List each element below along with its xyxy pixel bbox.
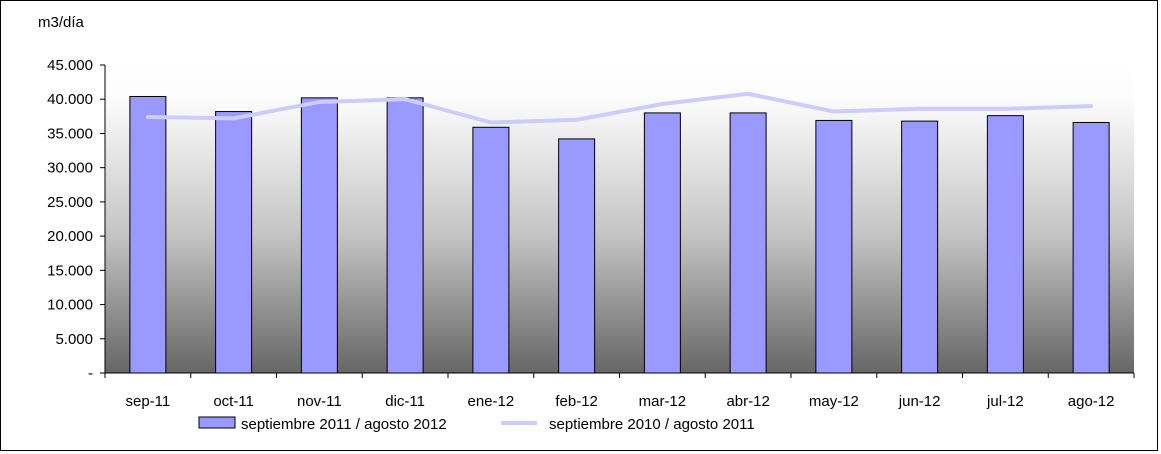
x-tick-label: feb-12 xyxy=(555,393,598,410)
legend: septiembre 2011 / agosto 2012 septiembre … xyxy=(198,416,755,433)
x-tick-label: jun-12 xyxy=(898,393,941,410)
legend-swatch-bars xyxy=(198,416,236,429)
x-axis: sep-11 oct-11 nov-11 dic-11 ene-12 feb-12 mar-… xyxy=(104,372,1135,410)
bar xyxy=(729,112,767,374)
y-tick-label: 40.000 xyxy=(47,91,93,108)
x-tick-label: mar-12 xyxy=(639,393,687,410)
bar xyxy=(815,119,853,374)
plot-area xyxy=(105,65,1134,373)
bar-series xyxy=(129,95,1110,374)
y-tick-label: - xyxy=(88,365,93,382)
bar xyxy=(558,138,596,374)
bar xyxy=(386,97,424,374)
x-tick-label: may-12 xyxy=(809,393,859,410)
bar xyxy=(986,115,1024,374)
y-axis: - 5.000 10.000 15.000 20.000 25.000 30.000 35.0… xyxy=(47,57,106,382)
x-tick-label: dic-11 xyxy=(385,393,425,410)
x-tick-label: nov-11 xyxy=(297,393,342,410)
bar xyxy=(300,97,338,374)
bar xyxy=(215,111,253,374)
y-tick-label: 15.000 xyxy=(47,262,93,279)
y-axis-title: m3/día xyxy=(38,14,85,31)
legend-label-bars: septiembre 2011 / agosto 2012 xyxy=(241,416,447,433)
x-tick-label: abr-12 xyxy=(726,393,769,410)
bar xyxy=(129,95,167,374)
y-tick-label: 30.000 xyxy=(47,160,93,177)
y-tick-label: 5.000 xyxy=(55,331,93,348)
x-tick-label: ago-12 xyxy=(1068,393,1115,410)
bar xyxy=(472,126,510,374)
x-tick-label: ene-12 xyxy=(468,393,515,410)
y-tick-label: 45.000 xyxy=(47,57,93,74)
y-tick-label: 20.000 xyxy=(47,228,93,245)
x-tick-label: oct-11 xyxy=(213,393,254,410)
bar xyxy=(1072,121,1110,374)
y-tick-label: 10.000 xyxy=(47,297,93,314)
bar xyxy=(643,112,681,374)
bar xyxy=(901,120,939,374)
x-tick-label: sep-11 xyxy=(125,393,170,410)
y-tick-label: 25.000 xyxy=(47,194,93,211)
legend-label-line: septiembre 2010 / agosto 2011 xyxy=(549,416,755,433)
line-series xyxy=(145,91,1094,125)
series-line xyxy=(145,91,1094,125)
x-tick-label: jul-12 xyxy=(986,393,1024,410)
y-tick-label: 35.000 xyxy=(47,125,93,142)
